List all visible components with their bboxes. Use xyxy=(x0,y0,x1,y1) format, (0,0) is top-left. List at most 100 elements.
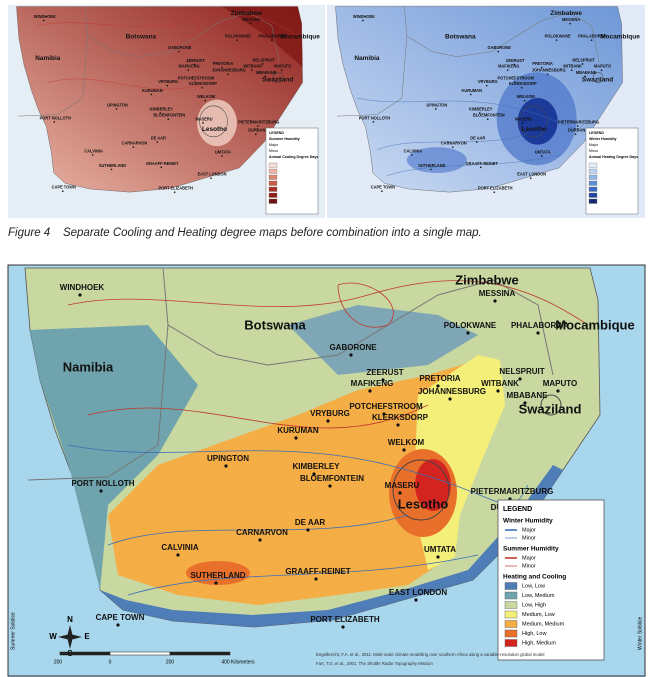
city-dot xyxy=(194,81,196,83)
country-label: Zimbabwe xyxy=(550,10,582,17)
city-label: JOHANNESBURG xyxy=(532,68,566,73)
country-label: Botswana xyxy=(244,317,306,332)
legend-swatch xyxy=(588,174,598,180)
city-dot xyxy=(536,331,540,335)
city-dot xyxy=(485,84,488,87)
city-dot xyxy=(249,22,252,25)
city-label: WELKOM xyxy=(517,94,536,99)
city-dot xyxy=(280,69,283,71)
city-label: PHALABORWA xyxy=(578,34,607,39)
city-dot xyxy=(236,39,238,41)
city-label: NELSPRUIT xyxy=(253,57,276,62)
city-dot xyxy=(326,419,330,423)
city-dot xyxy=(91,154,94,156)
city-dot xyxy=(227,73,229,76)
country-label: Botswana xyxy=(445,33,476,40)
legend-text: Major xyxy=(589,143,599,147)
legend-swatch xyxy=(504,610,518,619)
city-label: WINDHOEK xyxy=(60,283,105,292)
city-dot xyxy=(396,423,400,427)
city-dot xyxy=(513,63,516,66)
legend-swatch xyxy=(588,198,598,204)
border xyxy=(336,12,600,117)
city-label: WELKOM xyxy=(388,438,425,447)
city-dot xyxy=(436,555,440,559)
legend-swatch xyxy=(268,192,278,198)
city-dot xyxy=(381,378,385,382)
border xyxy=(17,12,280,117)
legend-item: Medium, Medium xyxy=(522,621,565,627)
country-label: Botswana xyxy=(126,33,157,40)
city-label: UMTATA xyxy=(535,149,551,154)
city-label: KIMBERLEY xyxy=(150,106,174,111)
legend-swatch xyxy=(268,174,278,180)
swaziland-border xyxy=(540,394,562,416)
legend-item: Low, High xyxy=(522,602,546,608)
city-dot xyxy=(132,146,135,148)
city-label: KIMBERLEY xyxy=(469,106,493,111)
city-label: MAPUTO xyxy=(543,379,578,388)
city-label: POTCHEFSTROOM xyxy=(178,75,215,80)
city-label: POTCHEFSTROOM xyxy=(497,75,534,80)
city-dot xyxy=(600,69,603,71)
legend-swatch xyxy=(588,186,598,192)
city-dot xyxy=(258,538,262,542)
city-label: PORT ELIZABETH xyxy=(310,615,380,624)
land xyxy=(16,6,303,193)
legend-swatch xyxy=(588,168,598,174)
city-dot xyxy=(294,436,298,440)
city-dot xyxy=(486,118,489,121)
city-label: NELSPRUIT xyxy=(499,367,544,376)
city-dot xyxy=(160,166,163,169)
legend-swatch xyxy=(268,162,278,168)
city-label: GRAAFF-REINET xyxy=(146,161,179,166)
country-label: Namibia xyxy=(354,55,380,62)
city-label: PHALABORWA xyxy=(511,321,569,330)
contour-summer xyxy=(87,404,429,429)
zone-dark xyxy=(221,6,303,68)
city-label: PIETERMARITZBURG xyxy=(558,119,599,124)
city-label: EAST LONDON xyxy=(517,172,546,177)
city-dot xyxy=(448,397,452,401)
city-label: WITBANK xyxy=(481,379,519,388)
legend-text: Winter Humidity xyxy=(589,137,617,141)
city-dot xyxy=(590,39,593,41)
city-dot xyxy=(270,39,273,41)
city-dot xyxy=(569,22,571,25)
city-dot xyxy=(497,50,500,53)
legend-group-title: Heating and Cooling xyxy=(503,574,566,581)
city-dot xyxy=(255,133,257,136)
lesotho-border xyxy=(199,105,228,138)
scale-label: 200 xyxy=(54,659,63,665)
city-dot xyxy=(214,581,218,585)
legend-swatch xyxy=(504,601,518,609)
side-label: Winter Solstice xyxy=(637,616,643,650)
city-dot xyxy=(475,141,478,143)
country-label: Mocambique xyxy=(600,33,640,40)
city-dot xyxy=(314,577,318,581)
scale-label: 200 xyxy=(166,659,175,665)
city-label: BLOEMFONTEIN xyxy=(473,113,505,118)
city-dot xyxy=(173,191,176,193)
city-dot xyxy=(261,63,264,65)
city-dot xyxy=(221,155,223,157)
legend-item: Low, Low xyxy=(522,583,545,589)
city-label: KLERKSDORP xyxy=(372,413,429,422)
city-label: ZEERUST xyxy=(506,58,525,63)
country-label: Swaziland xyxy=(582,77,613,84)
contour-winter xyxy=(356,97,587,129)
contour-summer xyxy=(37,12,297,37)
city-dot xyxy=(402,448,406,452)
compass-letter: W xyxy=(49,632,57,641)
city-dot xyxy=(506,69,509,71)
city-dot xyxy=(546,73,549,76)
city-label: PRETORIA xyxy=(532,61,553,66)
city-dot xyxy=(53,121,56,123)
swaziland-border xyxy=(272,71,284,83)
zone-red xyxy=(415,459,451,511)
city-label: KURUMAN xyxy=(461,88,482,93)
border xyxy=(404,6,408,37)
legend-item: High, Medium xyxy=(522,640,556,646)
zone-mid xyxy=(406,147,467,174)
